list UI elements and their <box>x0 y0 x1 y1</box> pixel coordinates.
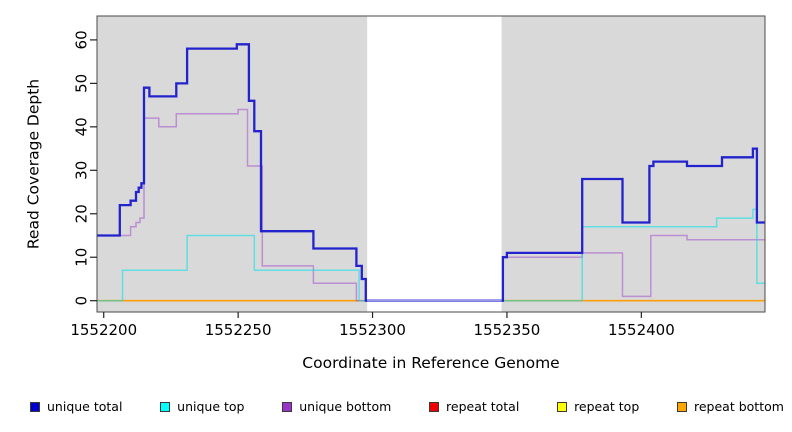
legend-swatch-icon <box>429 401 440 412</box>
y-tick-label: 60 <box>73 30 91 49</box>
x-tick-label: 1552200 <box>70 321 137 339</box>
y-axis-title: Read Coverage Depth <box>25 79 43 249</box>
legend-item-unique-top: unique top <box>160 399 244 414</box>
legend-item-repeat-total: repeat total <box>429 399 519 414</box>
x-tick-label: 1552400 <box>608 321 675 339</box>
panel-border <box>96 15 766 313</box>
y-tick-label: 50 <box>73 74 91 93</box>
legend-swatch-icon <box>557 401 568 412</box>
series-line-unique-total <box>97 43 765 302</box>
legend-label: repeat total <box>446 399 520 414</box>
legend-label: unique bottom <box>299 399 392 414</box>
legend-item-repeat-bottom: repeat bottom <box>677 399 784 414</box>
legend-label: repeat bottom <box>694 399 784 414</box>
legend-swatch-icon <box>160 401 171 412</box>
coverage-plot-canvas: 1552200 1552250 1552300 1552350 1552400 0 10 20… <box>25 15 766 339</box>
legend-label: repeat top <box>574 399 640 414</box>
legend-item-repeat-top: repeat top <box>557 399 639 414</box>
x-axis-title: Coordinate in Reference Genome <box>302 354 560 372</box>
x-tick-label: 1552250 <box>205 321 272 339</box>
legend-item-unique-bottom: unique bottom <box>282 399 391 414</box>
legend-item-unique-total: unique total <box>30 399 122 414</box>
legend-swatch-icon <box>677 401 687 412</box>
y-tick-label: 20 <box>73 204 91 223</box>
legend-label: unique top <box>177 399 245 414</box>
legend-label: unique total <box>47 399 123 414</box>
legend: unique total unique top unique bottom repea… <box>30 399 784 414</box>
x-tick-label: 1552300 <box>339 321 406 339</box>
x-tick-label: 1552350 <box>474 321 541 339</box>
y-tick-label: 40 <box>73 117 91 136</box>
y-tick-label: 30 <box>73 161 91 180</box>
y-tick-label: 10 <box>73 248 91 267</box>
legend-swatch-icon <box>30 401 40 412</box>
legend-swatch-icon <box>282 401 293 412</box>
series-line-unique-bottom <box>97 108 765 302</box>
gap-region <box>367 16 502 312</box>
y-tick-label: 0 <box>73 296 91 306</box>
